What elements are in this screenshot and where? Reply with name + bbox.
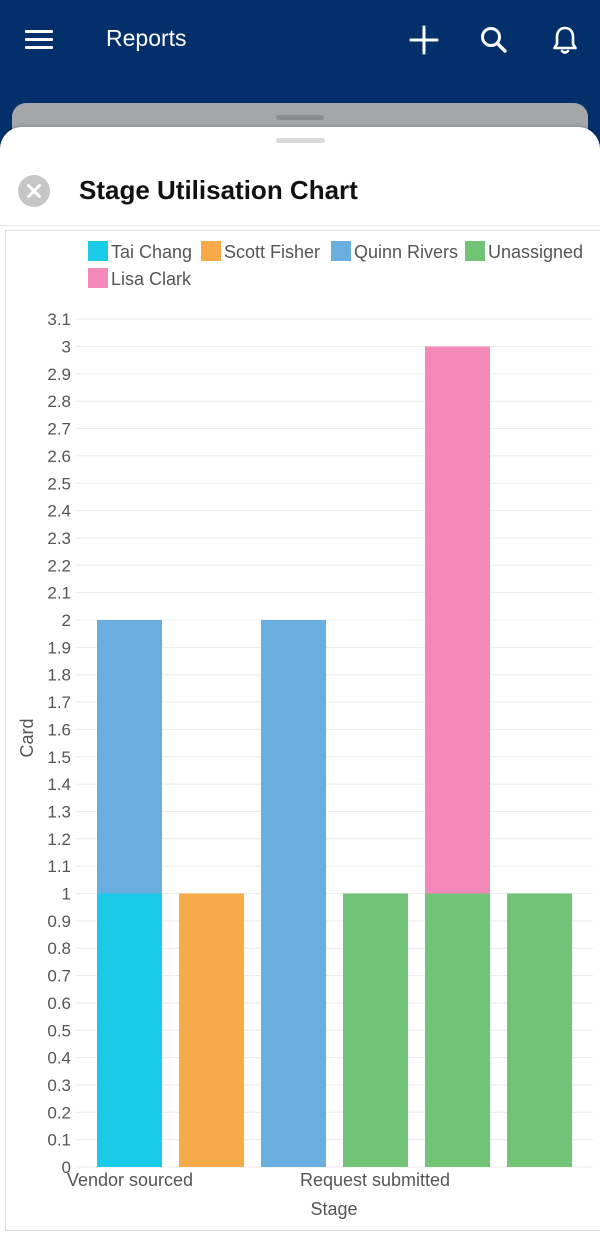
legend-label: Quinn Rivers <box>354 242 459 262</box>
legend-label: Tai Chang <box>111 242 193 262</box>
legend-label: Scott Fisher <box>224 242 321 262</box>
chart-container <box>5 230 600 1231</box>
legend-label: Unassigned <box>488 242 584 262</box>
search-icon[interactable] <box>476 22 512 58</box>
legend-item[interactable]: Tai Chang <box>88 241 192 263</box>
background-sheet-handle <box>276 115 324 120</box>
legend-swatch <box>465 241 485 261</box>
legend-item[interactable]: Unassigned <box>465 241 583 263</box>
close-icon[interactable] <box>18 175 50 207</box>
menu-icon[interactable] <box>25 26 55 54</box>
header-divider <box>0 225 600 226</box>
legend-item[interactable]: Quinn Rivers <box>331 241 458 263</box>
legend-swatch <box>88 268 108 288</box>
drag-handle[interactable] <box>276 138 325 143</box>
legend-swatch <box>201 241 221 261</box>
legend-item[interactable]: Lisa Clark <box>88 268 191 290</box>
page-title: Reports <box>106 25 187 51</box>
bell-icon[interactable] <box>547 22 583 58</box>
sheet-title: Stage Utilisation Chart <box>79 175 358 205</box>
plus-icon[interactable] <box>406 22 442 58</box>
legend-label: Lisa Clark <box>111 269 192 289</box>
legend-swatch <box>88 241 108 261</box>
legend-swatch <box>331 241 351 261</box>
legend-item[interactable]: Scott Fisher <box>201 241 320 263</box>
